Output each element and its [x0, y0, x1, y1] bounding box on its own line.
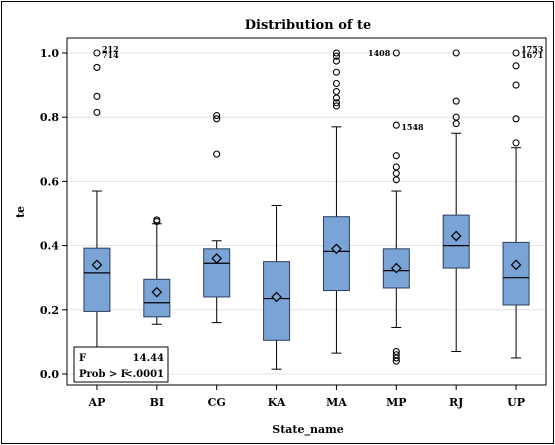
- outlier-point: [392, 347, 400, 356]
- y-axis-label: te: [14, 206, 27, 218]
- box-group-rj: [442, 49, 470, 353]
- outlier-point: [93, 92, 101, 100]
- box-group-mp: 1408 1548: [368, 48, 424, 365]
- outlier-point: [153, 216, 161, 224]
- gridlines: [67, 52, 546, 375]
- outlier-point: [452, 113, 460, 121]
- outlier-point: [332, 79, 340, 88]
- outlier-point: [213, 112, 221, 120]
- outlier-point: [392, 169, 400, 177]
- x-tick-label: AP: [88, 396, 106, 409]
- box: [83, 247, 111, 312]
- box-group-ma: [322, 49, 350, 354]
- outlier-label: 212: [102, 44, 119, 54]
- mean-marker: [331, 243, 342, 255]
- outlier-label: 1753: [521, 44, 544, 54]
- outlier-point: [452, 49, 460, 57]
- outlier-point: [512, 115, 520, 123]
- mean-marker: [450, 230, 462, 242]
- box-group-cg: [203, 112, 231, 324]
- y-tick-label: 0.4: [40, 240, 59, 253]
- outlier-label: 1408: [368, 48, 391, 58]
- outlier-point: [512, 81, 520, 89]
- mean-marker: [91, 259, 103, 271]
- stats-f-value: 14.44: [133, 353, 164, 364]
- outlier-point: [392, 163, 400, 171]
- y-tick-label: 0.6: [40, 175, 59, 188]
- y-tick-label: 1.0: [40, 47, 59, 60]
- x-tick-label: BI: [150, 396, 164, 409]
- mean-marker: [211, 253, 223, 264]
- outlier-point: [452, 120, 460, 128]
- y-axis: 0.0 0.2 0.4 0.6 0.8 1.0: [40, 47, 67, 381]
- box-group-ka: [263, 204, 291, 370]
- outlier-point: [332, 68, 340, 76]
- chart-title: Distribution of te: [245, 18, 372, 33]
- y-tick-label: 0.2: [40, 304, 59, 317]
- x-tick-label: UP: [507, 396, 525, 409]
- outlier-point: [332, 57, 340, 65]
- x-tick-label: RJ: [449, 396, 463, 409]
- outlier-point: [332, 49, 340, 57]
- x-tick-label: MA: [326, 396, 347, 409]
- mean-marker: [271, 291, 282, 303]
- stats-f-label: F: [79, 353, 86, 364]
- outlier-label: 714: [102, 50, 119, 60]
- outlier-point: [213, 115, 221, 123]
- outlier-point: [93, 49, 101, 57]
- outlier-point: [332, 87, 340, 96]
- outlier-point: [512, 49, 520, 57]
- outlier-point: [452, 97, 460, 105]
- box: [143, 278, 171, 318]
- box: [442, 214, 470, 269]
- outlier-point: [392, 121, 400, 129]
- x-tick-label: MP: [386, 396, 406, 409]
- x-tick-label: CG: [208, 396, 226, 409]
- stats-box-frame: [73, 346, 169, 383]
- stats-p-label: Prob > F: [79, 369, 128, 380]
- stats-box: F 14.44 Prob > F <.0001: [73, 346, 169, 383]
- outlier-point: [512, 139, 520, 147]
- outlier-point: [392, 351, 400, 359]
- outlier-point: [93, 108, 101, 116]
- box: [322, 216, 350, 292]
- outlier-label: 1671: [521, 50, 543, 60]
- mean-marker: [510, 259, 522, 271]
- outlier-point: [93, 63, 101, 71]
- x-axis: AP BI CG KA MA MP RJ UP: [88, 385, 525, 409]
- box-group-bi: [143, 216, 171, 325]
- x-axis-label: State_name: [272, 423, 344, 437]
- x-tick-label: KA: [268, 396, 286, 409]
- mean-marker: [390, 262, 402, 274]
- y-tick-label: 0.0: [40, 368, 59, 381]
- stats-p-value: <.0001: [124, 369, 164, 380]
- y-tick-label: 0.8: [40, 111, 59, 124]
- outlier-point: [332, 102, 340, 110]
- outlier-label: 1548: [401, 122, 424, 132]
- outlier-point: [512, 62, 520, 70]
- outlier-point: [332, 52, 340, 60]
- outlier-point: [213, 150, 221, 158]
- outlier-point: [332, 99, 340, 107]
- plot-area-frame: [66, 37, 547, 386]
- mean-marker: [151, 286, 163, 298]
- outlier-point: [392, 49, 400, 57]
- box: [502, 241, 530, 306]
- outlier-point: [392, 152, 400, 160]
